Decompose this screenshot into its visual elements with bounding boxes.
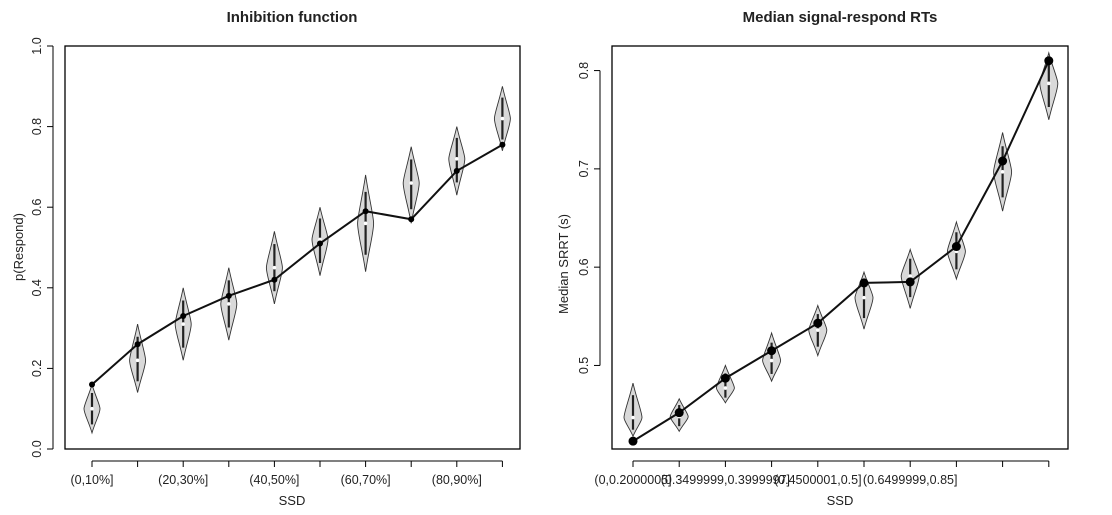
violin-median xyxy=(135,358,140,363)
x-tick-label: (0.4500001,0.5] xyxy=(774,473,862,487)
data-point xyxy=(408,216,415,223)
panel-inhibition-function: Inhibition function SSD p(Respond) 0.00.… xyxy=(11,9,521,508)
data-point xyxy=(89,381,95,388)
data-point xyxy=(813,318,823,328)
x-axis: (0,0.2000005](0.3499999,0.3999997](0.450… xyxy=(594,460,1050,487)
data-point xyxy=(134,341,141,348)
data-point xyxy=(362,208,369,215)
y-tick-label: 0.0 xyxy=(30,440,44,457)
series-line xyxy=(632,60,1050,442)
y-tick-label: 0.6 xyxy=(30,198,44,215)
violin-median xyxy=(816,328,820,332)
y-tick-label: 0.5 xyxy=(577,357,591,374)
data-point xyxy=(998,156,1008,166)
panel-median-srrt: Median signal-respond RTs SSD Median SRR… xyxy=(556,9,1069,508)
chart-title: Inhibition function xyxy=(227,9,358,26)
y-axis: 0.0 0.2 0.4 0.6 0.8 1.0 xyxy=(30,37,54,458)
violin-series xyxy=(623,51,1059,438)
plot-frame xyxy=(611,45,1069,450)
data-point xyxy=(271,276,278,283)
data-point xyxy=(720,373,730,383)
data-point xyxy=(180,313,187,320)
data-point xyxy=(674,408,684,418)
y-tick-label: 0.8 xyxy=(30,118,44,135)
data-point xyxy=(453,167,460,174)
x-axis: (0,10%] (20,30%] (40,50%] (60,70%] (80,90%] xyxy=(70,460,503,487)
violin-median xyxy=(272,265,277,270)
observed-series xyxy=(628,56,1054,446)
violin-median xyxy=(227,302,231,306)
data-point xyxy=(317,240,323,247)
data-point xyxy=(951,242,961,252)
data-point xyxy=(225,292,232,299)
violin-median xyxy=(723,386,728,390)
y-tick-label: 0.8 xyxy=(577,62,591,79)
violin-median xyxy=(1000,170,1005,174)
y-tick-label: 0.7 xyxy=(577,160,591,177)
x-tick-label: (0.6499999,0.85] xyxy=(863,473,958,487)
violin-median xyxy=(862,295,866,300)
x-tick-label: (60,70%] xyxy=(341,473,391,487)
x-tick-label: (0.3499999,0.3999997] xyxy=(661,473,790,487)
x-tick-label: (0,10%] xyxy=(70,473,113,487)
data-point xyxy=(1044,56,1054,66)
violin-series xyxy=(83,86,511,435)
violin-median xyxy=(1047,81,1051,86)
x-tick-label: (40,50%] xyxy=(249,473,299,487)
violin-median xyxy=(631,415,635,420)
y-axis: 0.5 0.6 0.7 0.8 xyxy=(577,62,601,374)
data-point xyxy=(859,278,869,288)
x-axis-label: SSD xyxy=(279,493,306,508)
violin-median xyxy=(908,274,912,278)
y-tick-label: 0.4 xyxy=(30,279,44,296)
x-tick-label: (20,30%] xyxy=(158,473,208,487)
violin-median xyxy=(409,181,414,185)
data-point xyxy=(905,277,915,287)
y-axis-label: Median SRRT (s) xyxy=(556,214,571,314)
violin-median xyxy=(90,406,94,411)
chart-title: Median signal-respond RTs xyxy=(743,9,938,26)
y-tick-label: 0.6 xyxy=(577,258,591,275)
y-tick-label: 1.0 xyxy=(30,37,44,54)
data-point xyxy=(767,346,777,356)
violin-median xyxy=(769,358,774,363)
y-tick-label: 0.2 xyxy=(30,360,44,377)
violin-median xyxy=(181,322,185,326)
x-tick-label: (0,0.2000005] xyxy=(594,473,671,487)
violin-median xyxy=(318,237,322,242)
data-point xyxy=(628,436,638,446)
violin-median xyxy=(363,221,368,226)
x-axis-label: SSD xyxy=(827,493,854,508)
y-axis-label: p(Respond) xyxy=(11,213,26,281)
observed-series xyxy=(89,141,506,388)
data-point xyxy=(499,141,506,148)
x-tick-label: (80,90%] xyxy=(432,473,482,487)
violin-median xyxy=(500,116,505,121)
series-line xyxy=(91,143,503,386)
violin-median xyxy=(455,157,459,161)
plot-frame xyxy=(64,45,521,450)
